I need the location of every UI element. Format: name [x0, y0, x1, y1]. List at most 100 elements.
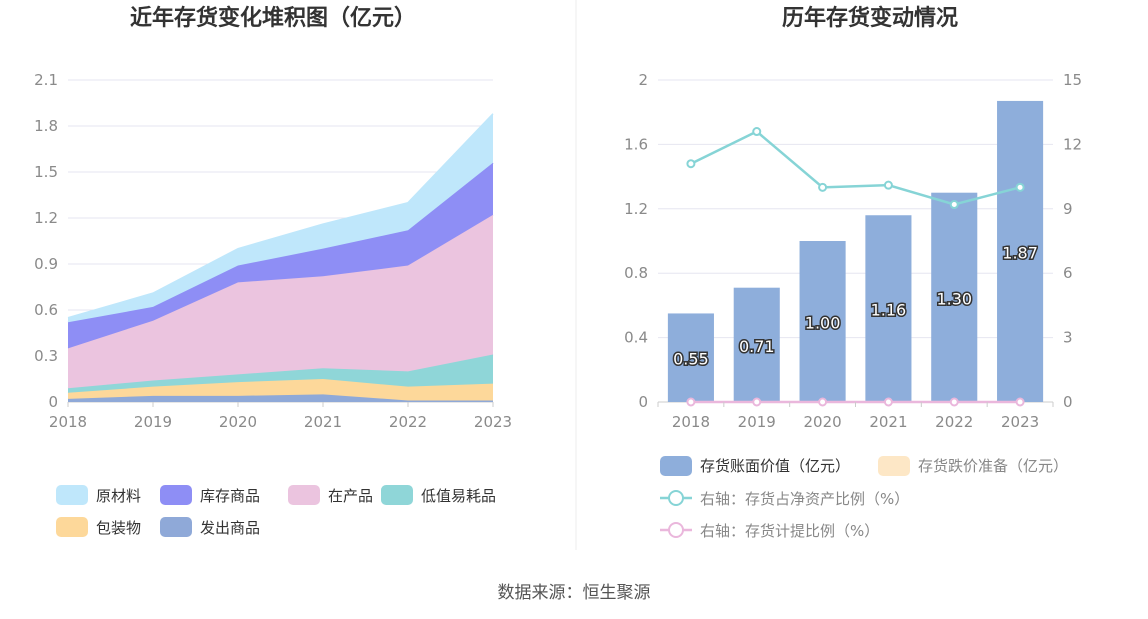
left-legend-label[interactable]: 库存商品: [200, 487, 260, 505]
left-legend-label[interactable]: 在产品: [328, 487, 373, 505]
area-1: [68, 379, 493, 401]
right-y-tick-label: 0: [638, 393, 648, 411]
net-asset-ratio-point[interactable]: [686, 159, 696, 169]
area-5: [68, 113, 493, 323]
left-legend-label[interactable]: 低值易耗品: [421, 487, 496, 505]
inventory-bar[interactable]: [799, 241, 846, 402]
right-chart: 历年存货变动情况 0.55 0.71 1.00 1.16 1.30 1.87 0 0.4 0.…: [624, 5, 1082, 540]
left-y-tick-label: 0.9: [34, 255, 58, 273]
left-y-tick-label: 1.8: [34, 117, 58, 135]
right-legend-label[interactable]: 右轴：存货占净资产比例（%）: [700, 490, 909, 508]
inventory-bar[interactable]: [733, 287, 780, 402]
right-legend-swatch[interactable]: [878, 456, 910, 476]
left-x-ticks: 2018 2019 2020 2021 2022 2023: [49, 402, 512, 431]
provision-ratio-point[interactable]: [752, 397, 762, 407]
left-y-tick-label: 0.3: [34, 347, 58, 365]
left-areas: [67, 113, 494, 402]
area-3: [68, 214, 493, 389]
inventory-bar-label: 1.16: [871, 301, 907, 320]
area-2: [68, 354, 493, 393]
net-asset-ratio-point[interactable]: [949, 200, 959, 210]
left-y-tick-label: 0: [48, 393, 58, 411]
right-y-ticks: 0 0.4 0.8 1.2 1.6 2: [624, 71, 648, 411]
right-legend-swatch[interactable]: [660, 456, 692, 476]
inventory-bar-label: 0.71: [739, 337, 775, 356]
right-bar-labels: 0.55 0.71 1.00 1.16 1.30 1.87: [672, 242, 1040, 370]
inventory-bar[interactable]: [667, 313, 714, 402]
right-x-tick-label: 2020: [803, 413, 841, 431]
net-asset-ratio-line: [690, 130, 1021, 206]
left-legend-swatch[interactable]: [381, 485, 413, 505]
provision-ratio-point[interactable]: [686, 397, 696, 407]
left-y-tick-label: 0.6: [34, 301, 58, 319]
inventory-bar-label: 1.30: [936, 289, 972, 308]
right-x-tick-label: 2021: [869, 413, 907, 431]
right-bars: [667, 100, 1044, 403]
left-x-tick-label: 2018: [49, 413, 87, 431]
right-legend-label[interactable]: 存货账面价值（亿元）: [700, 457, 850, 475]
right-y2-ticks: 0 3 6 9 12 15: [1063, 71, 1082, 411]
net-asset-ratio-point[interactable]: [818, 182, 828, 192]
left-x-tick-label: 2023: [474, 413, 512, 431]
inventory-bar[interactable]: [931, 192, 978, 402]
left-legend-swatch[interactable]: [160, 517, 192, 537]
right-y2-tick-label: 12: [1063, 135, 1082, 153]
left-y-tick-label: 2.1: [34, 71, 58, 89]
left-y-tick-label: 1.5: [34, 163, 58, 181]
right-y-tick-label: 2: [638, 71, 648, 89]
right-y2-tick-label: 0: [1063, 393, 1073, 411]
left-x-tick-label: 2019: [134, 413, 172, 431]
left-chart-title: 近年存货变化堆积图（亿元）: [130, 5, 416, 31]
left-x-tick-label: 2022: [389, 413, 427, 431]
provision-ratio-point[interactable]: [818, 397, 828, 407]
right-legend-label[interactable]: 存货跌价准备（亿元）: [918, 457, 1068, 475]
right-legend-marker[interactable]: [668, 490, 684, 506]
inventory-bar-label: 1.87: [1002, 243, 1038, 262]
inventory-bar[interactable]: [865, 215, 912, 402]
right-x-tick-label: 2018: [672, 413, 710, 431]
left-y-ticks: 0 0.3 0.6 0.9 1.2 1.5 1.8 2.1: [34, 71, 58, 411]
left-legend-label[interactable]: 包装物: [96, 519, 141, 537]
inventory-bar-label: 1.00: [805, 314, 841, 333]
net-asset-ratio-point[interactable]: [883, 180, 893, 190]
right-legend-label[interactable]: 右轴：存货计提比例（%）: [700, 522, 879, 540]
left-legend-swatch[interactable]: [56, 485, 88, 505]
inventory-bar[interactable]: [997, 100, 1044, 403]
provision-ratio-point[interactable]: [883, 397, 893, 407]
right-y-tick-label: 1.6: [624, 135, 648, 153]
data-source: 数据来源：恒生聚源: [498, 583, 651, 603]
left-legend-label[interactable]: 原材料: [96, 487, 141, 505]
net-asset-ratio-point[interactable]: [1015, 182, 1025, 192]
right-x-tick-label: 2023: [1001, 413, 1039, 431]
right-y-tick-label: 1.2: [624, 200, 648, 218]
left-legend-label[interactable]: 发出商品: [200, 519, 260, 537]
provision-ratio-point[interactable]: [949, 397, 959, 407]
right-x-tick-label: 2022: [935, 413, 973, 431]
area-4: [68, 162, 493, 349]
right-x-ticks: 2018 2019 2020 2021 2022 2023: [657, 402, 1054, 431]
left-legend-swatch[interactable]: [288, 485, 320, 505]
right-legend-marker[interactable]: [668, 522, 684, 538]
right-x-tick-label: 2019: [738, 413, 776, 431]
left-legend-swatch[interactable]: [56, 517, 88, 537]
area-edge-5: [67, 113, 494, 319]
left-x-tick-label: 2020: [219, 413, 257, 431]
right-y-tick-label: 0.8: [624, 264, 648, 282]
left-legend-swatch[interactable]: [160, 485, 192, 505]
right-y2-tick-label: 6: [1063, 264, 1073, 282]
left-chart: 近年存货变化堆积图（亿元） 0 0.3 0.6 0.9 1.2 1.5 1.8 2.1 201…: [34, 5, 512, 537]
right-chart-title: 历年存货变动情况: [782, 5, 958, 31]
right-y2-tick-label: 3: [1063, 329, 1073, 347]
net-asset-ratio-point[interactable]: [752, 127, 762, 137]
inventory-bar-label: 0.55: [673, 350, 709, 369]
right-y-tick-label: 0.4: [624, 329, 648, 347]
right-legend: 存货账面价值（亿元） 存货跌价准备（亿元） 右轴：存货占净资产比例（%） 右轴：存货计…: [660, 456, 1068, 540]
right-y2-tick-label: 9: [1063, 200, 1073, 218]
left-x-tick-label: 2021: [304, 413, 342, 431]
provision-ratio-point[interactable]: [1015, 397, 1025, 407]
left-y-tick-label: 1.2: [34, 209, 58, 227]
area-edge-1: [67, 378, 494, 394]
right-grid: [658, 79, 1053, 403]
